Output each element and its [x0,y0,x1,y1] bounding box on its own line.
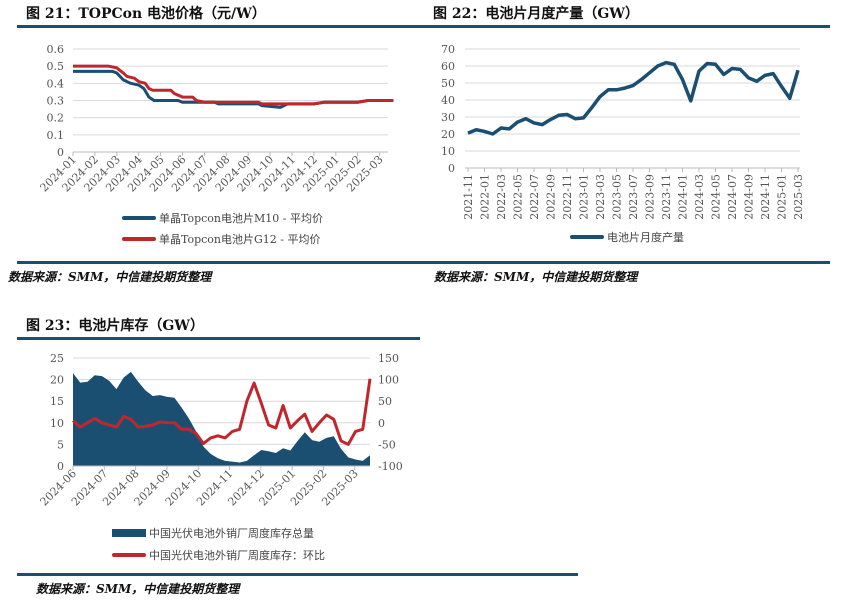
y-tick-label: 15 [50,395,64,408]
x-tick-label: 2025-01 [776,174,789,220]
y-tick-label: 70 [441,43,455,56]
figure-22-source: 数据来源：SMM，中信建投期货整理 [434,270,638,284]
figure-22-top-rule [420,25,830,28]
y-tick-label: 0.2 [47,112,65,125]
x-tick-label: 2024-09 [743,174,756,220]
y-tick-label: 50 [441,77,455,90]
figure-23-legend-total: 中国光伏电池外销厂周度库存总量 [112,525,314,541]
figure-21-bottom-rule [17,261,420,264]
x-tick-label: 2023-07 [627,174,640,220]
series-line-mom [71,378,372,446]
y-tick-label: 0.4 [47,77,65,90]
legend-swatch-blue [122,216,156,220]
figure-22-bottom-rule [420,261,830,264]
y-tick-label: 25 [50,352,64,365]
figure-23-title: 图 23：电池片库存（GW） [26,318,205,334]
legend-swatch-blue [570,235,604,239]
x-tick-label: 2023-05 [611,174,624,220]
x-tick-label: 2024-03 [693,174,706,220]
y2-tick-label: -50 [378,438,396,451]
y-tick-label: 0.5 [47,60,65,73]
x-tick-label: 2022-05 [512,174,525,220]
x-tick-label: 2023-03 [594,174,607,220]
figure-23-legend-mom: 中国光伏电池外销厂周度库存：环比 [112,547,325,563]
y-tick-label: 0.1 [47,129,65,142]
y2-tick-label: 150 [378,352,399,365]
y2-tick-label: 0 [378,417,385,430]
figure-23-source: 数据来源：SMM，中信建投期货整理 [36,582,240,596]
y-tick-label: 30 [441,111,455,124]
y-tick-label: 20 [50,374,64,387]
x-tick-label: 2024-05 [710,174,723,220]
y-tick-label: 0.3 [47,95,65,108]
x-tick-label: 2024-11 [759,174,772,220]
legend-label: 电池片月度产量 [607,231,684,244]
legend-swatch-red [112,553,146,557]
figure-21-source: 数据来源：SMM，中信建投期货整理 [8,270,212,284]
x-tick-label: 2024-01 [677,174,690,220]
y2-tick-label: -100 [378,460,403,473]
x-tick-label: 2023-01 [578,174,591,220]
figure-21-legend-m10: 单晶Topcon电池片M10 - 平均价 [122,210,323,226]
y-tick-label: 0 [448,162,455,175]
series-area-inventory [73,371,370,466]
series-line-g12 [73,64,394,106]
legend-swatch-area [112,529,146,537]
x-tick-label: 2025-03 [792,174,805,220]
figure-23-top-rule [17,337,420,340]
legend-label: 单晶Topcon电池片M10 - 平均价 [159,212,323,225]
legend-label: 中国光伏电池外销厂周度库存总量 [149,527,314,540]
x-tick-label: 2023-09 [644,174,657,220]
figure-22-legend: 电池片月度产量 [570,229,684,245]
x-tick-label: 2024-07 [726,174,739,220]
legend-label: 中国光伏电池外销厂周度库存：环比 [149,549,325,562]
x-tick-label: 2022-09 [545,174,558,220]
figure-21-title: 图 21：TOPCon 电池价格（元/W） [26,6,266,22]
x-tick-label: 2021-11 [462,174,475,220]
y-tick-label: 0 [57,146,64,159]
y-tick-label: 5 [57,438,64,451]
y-tick-label: 0 [57,460,64,473]
y2-tick-label: 100 [378,374,399,387]
x-tick-label: 2022-07 [528,174,541,220]
x-tick-label: 2023-11 [660,174,673,220]
y-tick-label: 40 [441,94,455,107]
figure-21-legend-g12: 单晶Topcon电池片G12 - 平均价 [122,231,321,247]
legend-label: 单晶Topcon电池片G12 - 平均价 [159,233,321,246]
y-tick-label: 10 [441,145,455,158]
x-tick-label: 2022-01 [479,174,492,220]
series-line-production [467,60,800,136]
y-tick-label: 20 [441,128,455,141]
figure-21-top-rule [17,25,420,28]
legend-swatch-red [122,237,156,241]
figure-23-bottom-rule [17,573,578,576]
x-tick-label: 2022-11 [561,174,574,220]
y-tick-label: 60 [441,60,455,73]
y-tick-label: 0.6 [47,43,65,56]
figure-22-title: 图 22：电池片月度产量（GW） [433,6,640,22]
x-tick-label: 2022-03 [495,174,508,220]
y2-tick-label: 50 [378,395,392,408]
y-tick-label: 10 [50,417,64,430]
